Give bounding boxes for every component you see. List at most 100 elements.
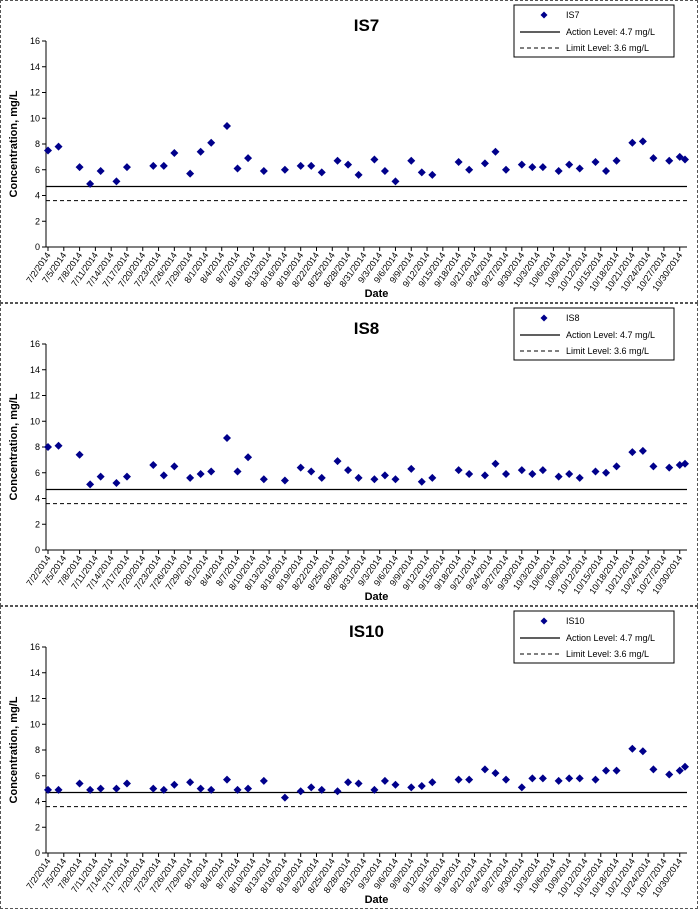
data-point [296,463,305,472]
data-point [96,784,105,793]
data-point [517,466,526,475]
data-point [244,453,253,462]
data-point [465,775,474,784]
chart-title: IS7 [354,16,380,35]
data-point [354,779,363,788]
data-point [149,461,158,470]
data-point [502,470,511,479]
y-tick-label: 6 [35,165,40,175]
data-point [454,775,463,784]
chart-is7: IS702468101214167/2/20147/5/20147/8/2014… [8,4,689,300]
data-point [44,443,52,451]
y-tick-label: 8 [35,745,40,755]
chart-is8: IS802468101214167/2/20147/5/20147/8/2014… [8,307,689,603]
y-tick-label: 8 [35,139,40,149]
data-point [528,774,537,783]
data-point [638,747,647,756]
data-point [591,158,600,167]
legend-marker [540,617,548,625]
y-tick-label: 16 [30,642,40,652]
data-point [554,167,563,176]
data-point [638,137,647,146]
data-point [391,780,400,789]
data-point [575,164,584,173]
y-tick-label: 16 [30,36,40,46]
data-point [233,164,242,173]
data-point [370,475,379,484]
data-point [628,744,637,753]
legend-label-action: Action Level: 4.7 mg/L [566,633,655,643]
data-point [54,441,63,450]
data-point [207,138,216,147]
data-point [528,163,537,172]
data-point [122,779,131,788]
data-point [86,480,95,489]
y-tick-label: 4 [35,191,40,201]
legend-marker [540,11,548,19]
data-point [317,473,326,482]
data-point [370,155,379,164]
y-tick-label: 12 [30,694,40,704]
data-point [54,142,63,151]
data-point [565,774,574,783]
data-point [638,446,647,455]
data-point [612,766,621,775]
data-point [391,177,400,186]
data-point [591,467,600,476]
data-point [628,138,637,147]
data-point [207,785,216,794]
legend-label-series: IS7 [566,10,580,20]
y-tick-label: 0 [35,242,40,252]
data-point [170,149,179,158]
data-point [44,785,52,794]
data-point [149,784,158,793]
data-point [454,466,463,475]
data-point [681,762,689,771]
data-point [75,450,84,459]
data-point [112,784,121,793]
data-point [681,459,689,468]
data-point [186,169,195,178]
data-point [280,476,289,485]
data-point [675,766,684,775]
data-point [391,475,400,484]
data-point [554,776,563,785]
legend-marker [540,314,548,322]
data-point [517,783,526,792]
data-point [502,775,511,784]
data-point [86,179,95,188]
data-point [207,467,216,476]
y-tick-label: 14 [30,668,40,678]
data-point [602,766,611,775]
y-tick-label: 0 [35,545,40,555]
data-point [149,161,158,170]
y-tick-label: 2 [35,519,40,529]
legend-label-action: Action Level: 4.7 mg/L [566,330,655,340]
data-point [259,475,268,484]
data-point [649,154,658,163]
data-point [222,775,231,784]
data-point [428,473,437,482]
data-point [538,774,547,783]
y-axis-title: Concentration, mg/L [8,393,20,500]
legend-box [513,307,675,361]
data-point [480,159,489,168]
data-point [317,785,326,794]
y-axis-title: Concentration, mg/L [8,696,20,803]
data-point [480,471,489,480]
data-point [407,783,416,792]
data-point [407,464,416,473]
x-axis-title: Date [365,288,389,300]
y-tick-label: 8 [35,442,40,452]
legend-label-limit: Limit Level: 3.6 mg/L [566,649,649,659]
data-point [665,463,674,472]
data-point [259,776,268,785]
data-point [259,167,268,176]
data-point [575,473,584,482]
data-point [480,765,489,774]
data-point [417,782,426,791]
data-point [333,156,342,165]
data-point [344,778,353,787]
data-point [517,160,526,169]
data-point [354,170,363,179]
